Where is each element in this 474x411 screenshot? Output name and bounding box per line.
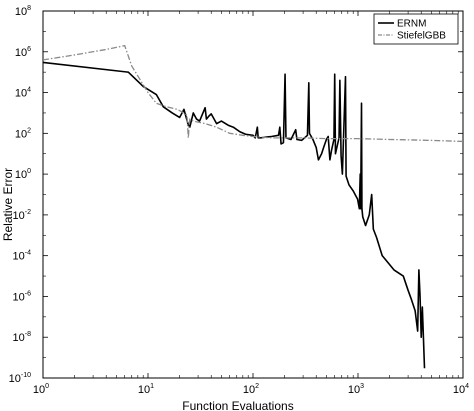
- y-tick-exponent: 2: [27, 127, 31, 134]
- x-tick-label: 100: [33, 383, 49, 396]
- x-tick-exponent: 2: [255, 383, 259, 390]
- y-tick-base: 10: [13, 210, 25, 222]
- y-tick-base: 10: [9, 373, 21, 385]
- x-tick-base: 10: [453, 384, 465, 396]
- plot-frame: [42, 10, 464, 379]
- y-tick-exponent: -6: [25, 290, 31, 297]
- y-tick-exponent: 0: [27, 168, 31, 175]
- x-tick-labels: 100 101 102 103 104: [33, 383, 469, 396]
- x-tick-exponent: 3: [360, 383, 364, 390]
- y-axis-label: Relative Error: [1, 168, 15, 241]
- y-tick-base: 10: [15, 169, 27, 181]
- y-tick-base: 10: [15, 47, 27, 59]
- x-tick-label: 101: [138, 383, 154, 396]
- x-tick-exponent: 1: [150, 383, 154, 390]
- x-tick-label: 104: [453, 383, 469, 396]
- y-tick-exponent: 8: [27, 5, 31, 12]
- x-axis-label: Function Evaluations: [182, 399, 293, 411]
- y-tick-label: 10-6: [13, 290, 32, 303]
- y-tick-label: 10-8: [13, 331, 32, 344]
- legend-label-ernm: ERNM: [397, 19, 426, 30]
- y-tick-label: 10-2: [13, 209, 32, 222]
- plot-area: [42, 10, 464, 379]
- y-tick-exponent: 4: [27, 87, 31, 94]
- x-tick-base: 10: [138, 384, 150, 396]
- y-tick-base: 10: [13, 332, 25, 344]
- y-tick-base: 10: [15, 88, 27, 100]
- y-tick-label: 106: [15, 46, 31, 59]
- y-tick-base: 10: [15, 128, 27, 140]
- y-tick-base: 10: [13, 251, 25, 263]
- x-tick-label: 102: [243, 383, 259, 396]
- y-tick-label: 10-4: [13, 250, 32, 263]
- x-tick-label: 103: [348, 383, 364, 396]
- x-tick-base: 10: [33, 384, 45, 396]
- y-tick-exponent: -8: [25, 331, 31, 338]
- x-tick-base: 10: [348, 384, 360, 396]
- x-tick-exponent: 4: [465, 383, 469, 390]
- y-tick-exponent: -2: [25, 209, 31, 216]
- y-tick-label: 10-10: [9, 372, 31, 385]
- y-tick-base: 10: [13, 291, 25, 303]
- tick-layer: [42, 10, 464, 379]
- y-tick-label: 108: [15, 5, 31, 18]
- y-tick-label: 100: [15, 168, 31, 181]
- y-tick-base: 10: [15, 6, 27, 18]
- x-tick-base: 10: [243, 384, 255, 396]
- legend-label-stiefelgbb: StiefelGBB: [397, 31, 446, 42]
- legend-box: [373, 13, 459, 45]
- y-tick-exponent: 6: [27, 46, 31, 53]
- y-tick-exponent: -10: [21, 372, 31, 379]
- series-line-ernm: [43, 61, 426, 369]
- y-tick-label: 102: [15, 127, 31, 140]
- y-tick-label: 104: [15, 87, 31, 100]
- x-tick-exponent: 0: [45, 383, 49, 390]
- y-tick-exponent: -4: [25, 250, 31, 257]
- series-layer: [43, 44, 463, 369]
